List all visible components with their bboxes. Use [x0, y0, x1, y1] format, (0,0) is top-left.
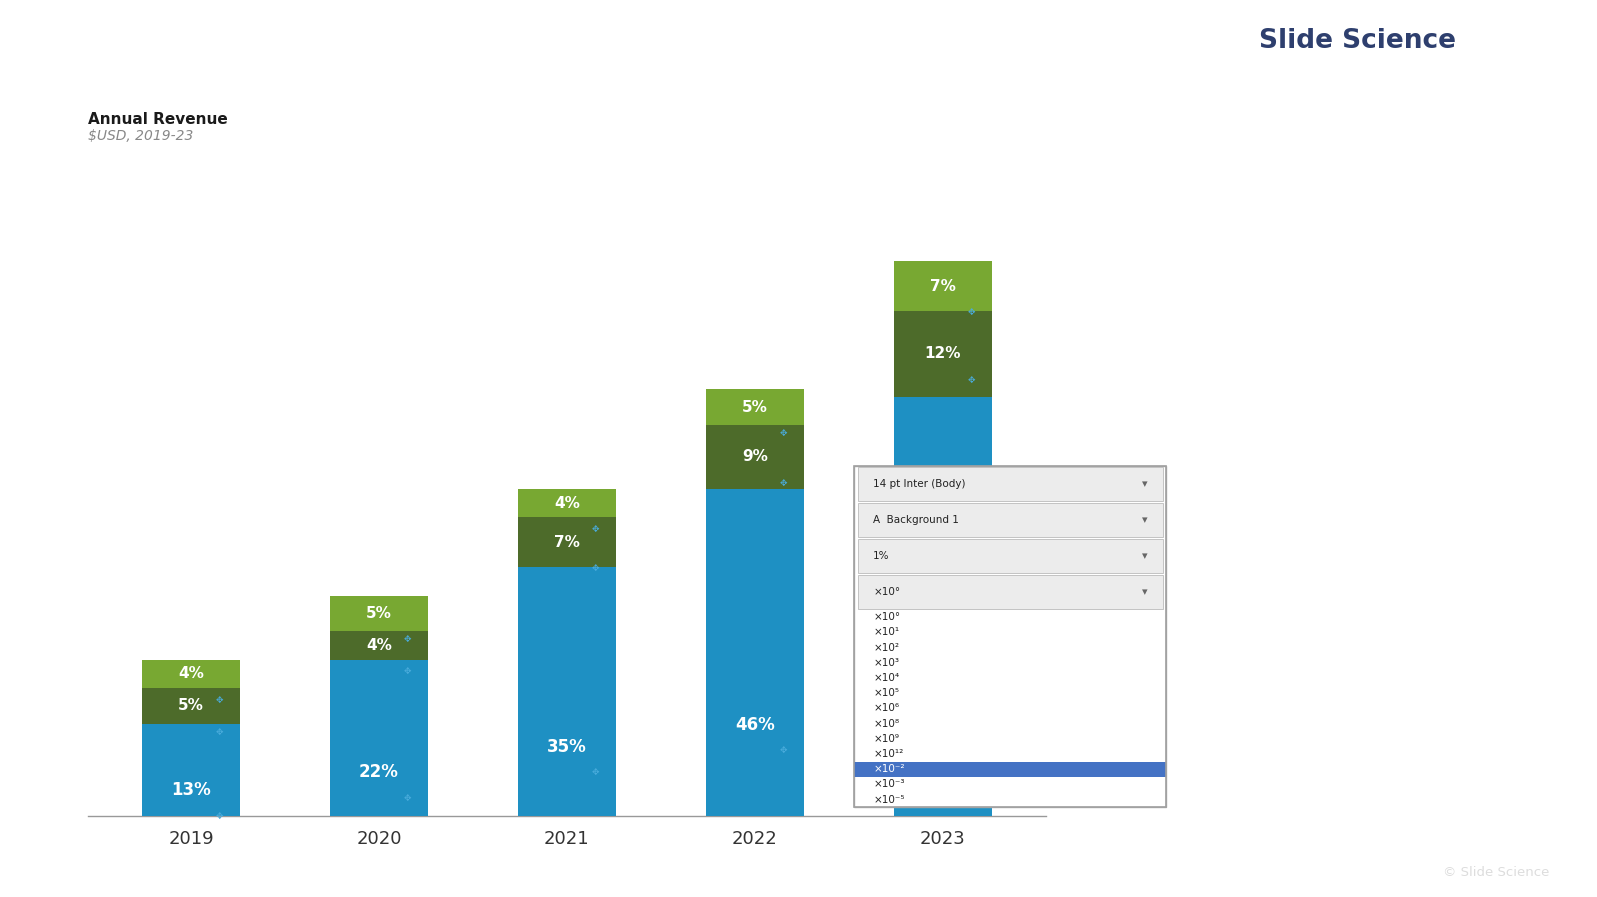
Bar: [142, 688, 240, 724]
Text: 5%: 5%: [366, 606, 391, 621]
Bar: [894, 261, 992, 311]
Text: ×10²: ×10²: [874, 642, 899, 653]
Text: 4%: 4%: [179, 666, 204, 682]
Text: ✥: ✥: [404, 635, 410, 644]
Text: ×10⁵: ×10⁵: [874, 688, 899, 698]
Text: ×10⁹: ×10⁹: [874, 734, 899, 744]
Bar: [517, 567, 616, 816]
Text: How to add percentage labels in think-cell: How to add percentage labels in think-ce…: [24, 27, 688, 56]
Bar: [894, 396, 992, 816]
Bar: [517, 518, 616, 567]
Text: ✥: ✥: [779, 429, 787, 438]
Text: ×10⁻⁵: ×10⁻⁵: [874, 795, 904, 805]
Bar: [142, 660, 240, 688]
Text: ✥: ✥: [591, 564, 599, 573]
Text: 4%: 4%: [554, 496, 580, 510]
Text: ✥: ✥: [404, 794, 410, 803]
Text: ✥: ✥: [216, 727, 224, 736]
Bar: [706, 389, 803, 425]
Text: 1%: 1%: [874, 551, 890, 561]
Text: $USD, 2019-23: $USD, 2019-23: [88, 129, 193, 144]
Text: ▾: ▾: [1142, 515, 1147, 525]
Text: 7%: 7%: [929, 279, 955, 293]
Text: 59%: 59%: [923, 690, 963, 708]
Text: 46%: 46%: [735, 716, 775, 734]
Text: 35%: 35%: [548, 737, 586, 755]
Bar: [331, 596, 428, 631]
Text: ×10⁴: ×10⁴: [874, 673, 899, 683]
Text: ✥: ✥: [779, 746, 787, 755]
Text: Slide Science: Slide Science: [1258, 29, 1456, 54]
Bar: [894, 311, 992, 396]
Text: 22%: 22%: [359, 763, 399, 781]
Text: ✥: ✥: [968, 308, 974, 317]
Text: 12%: 12%: [925, 346, 961, 361]
Text: © Slide Science: © Slide Science: [1442, 866, 1549, 879]
Text: ×10¹: ×10¹: [874, 627, 899, 638]
Text: ×10°: ×10°: [874, 587, 901, 597]
Text: 5%: 5%: [179, 699, 204, 713]
Bar: [331, 631, 428, 660]
Text: ✥: ✥: [968, 376, 974, 385]
Text: Annual Revenue: Annual Revenue: [88, 112, 228, 127]
Text: 4%: 4%: [366, 638, 391, 653]
Text: ✥: ✥: [216, 812, 224, 821]
Text: ▾: ▾: [1142, 587, 1147, 597]
Text: 7%: 7%: [554, 535, 580, 550]
Bar: [706, 425, 803, 489]
Text: 9%: 9%: [743, 449, 768, 465]
Text: ×10⁻²: ×10⁻²: [874, 764, 904, 774]
Text: ×10⁸: ×10⁸: [874, 718, 899, 728]
Text: ▾: ▾: [1142, 479, 1147, 490]
Bar: [858, 467, 1163, 501]
Bar: [858, 503, 1163, 537]
Bar: [706, 489, 803, 816]
Bar: [854, 762, 1166, 777]
Bar: [331, 660, 428, 816]
Text: ×10°: ×10°: [874, 613, 901, 623]
Text: 5%: 5%: [743, 400, 768, 414]
Text: ▾: ▾: [1142, 551, 1147, 561]
Bar: [858, 539, 1163, 573]
Text: ×10⁶: ×10⁶: [874, 703, 899, 713]
Text: ✥: ✥: [591, 768, 599, 777]
Text: ×10¹²: ×10¹²: [874, 749, 904, 759]
Bar: [142, 724, 240, 816]
Bar: [858, 575, 1163, 608]
Text: 14 pt Inter (Body): 14 pt Inter (Body): [874, 479, 966, 490]
Text: 13%: 13%: [171, 781, 211, 799]
Text: ×10³: ×10³: [874, 658, 899, 668]
Text: ✥: ✥: [591, 525, 599, 534]
Text: ×10⁻³: ×10⁻³: [874, 779, 904, 789]
Bar: [517, 489, 616, 518]
Text: ✥: ✥: [968, 720, 974, 729]
Text: ✥: ✥: [216, 696, 224, 705]
Text: A  Background 1: A Background 1: [874, 515, 958, 525]
Text: ✥: ✥: [779, 479, 787, 488]
Text: ✥: ✥: [404, 667, 410, 676]
